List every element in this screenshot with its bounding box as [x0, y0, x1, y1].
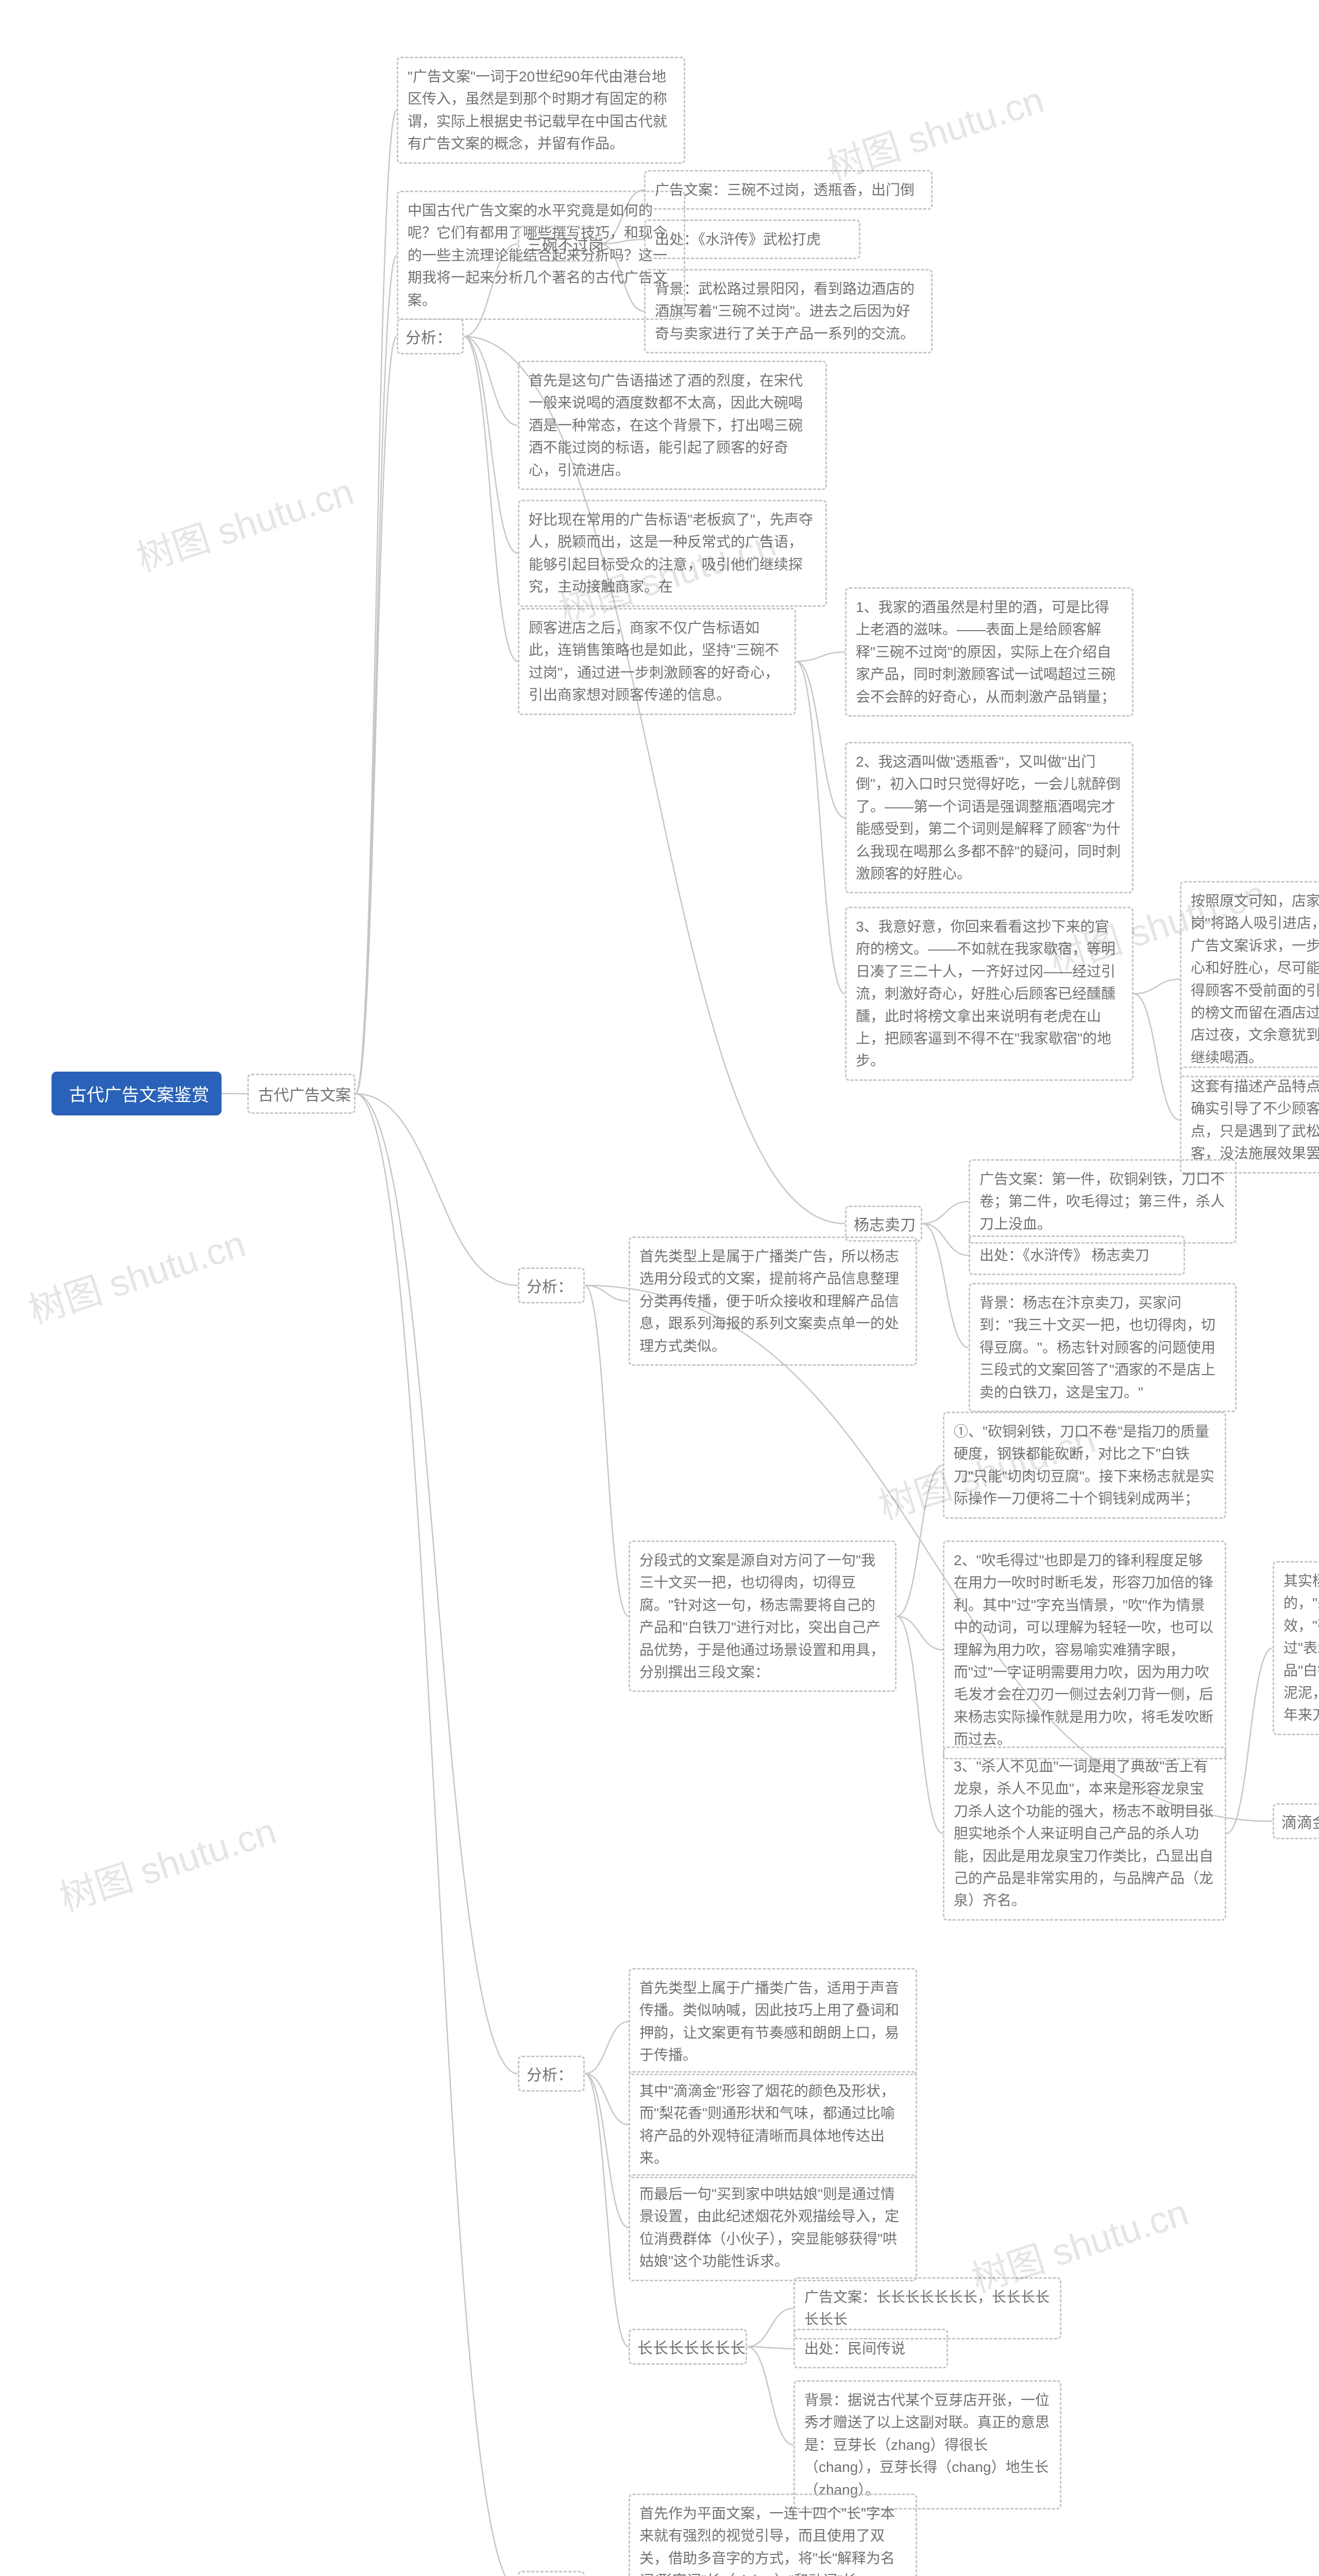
node-sb: 三碗不过岗	[518, 226, 600, 262]
edge-gk-gk2	[796, 662, 845, 818]
node-cc: 长长长长长长长	[629, 2329, 747, 2365]
edge-cc-cc3	[747, 2347, 793, 2445]
node-root: 古代广告文案鉴赏	[52, 1072, 222, 1115]
node-a3a: 首先类型上属于广播类广告，适用于声音传播。类似呐喊，因此技巧上用了叠词和押韵，让…	[629, 1968, 917, 2075]
edge-a3-a3a	[585, 2022, 629, 2074]
node-a3: 分析：	[518, 2056, 585, 2092]
watermark: 树图 shutu.cn	[129, 461, 359, 582]
node-yz3: 背景：杨志在汴京卖刀，买家问到："我三十文买一把，也切得肉，切得豆腐。"。杨志针…	[969, 1283, 1237, 1412]
edge-fd3-fd3a	[1226, 1648, 1273, 1834]
node-cc3: 背景：据说古代某个豆芽店开张，一位秀才赠送了以上这副对联。真正的意思是：豆芽长（…	[793, 2380, 1061, 2510]
edge-yz-yz1	[922, 1201, 969, 1224]
node-yz2: 出处：《水浒传》 杨志卖刀	[969, 1235, 1185, 1275]
edge-fd-fd2	[897, 1616, 943, 1650]
edge-gk3-gk3b	[1134, 994, 1180, 1120]
node-gk1: 1、我家的酒虽然是村里的酒，可是比得上老酒的滋味。——表面上是给顾客解释"三碗不…	[845, 587, 1134, 717]
node-a4: 分析：	[518, 2571, 585, 2576]
node-sb4: 首先是这句广告语描述了酒的烈度，在宋代一般来说喝的酒度数都不太高，因此大碗喝酒是…	[518, 361, 827, 490]
node-sb3: 背景：武松路过景阳冈，看到路边酒店的酒旗写着"三碗不过岗"。进去之后因为好奇与卖…	[644, 269, 933, 353]
edge-a1-sb5	[464, 336, 518, 553]
edge-a1-gk	[464, 336, 518, 662]
node-sb1: 广告文案：三碗不过岗，透瓶香，出门倒	[644, 170, 933, 210]
edge-a2-fd	[585, 1285, 629, 1616]
node-a1: 分析：	[397, 318, 464, 354]
node-fd: 分段式的文案是源自对方问了一句"我三十文买一把，也切得肉，切得豆腐。"针对这一句…	[629, 1540, 897, 1692]
node-sb2: 出处：《水浒传》武松打虎	[644, 219, 860, 259]
edge-gk3-gk3a	[1134, 979, 1180, 994]
node-fd2: 2、"吹毛得过"也即是刀的锋利程度足够在用力一吹时时断毛发，形容刀加倍的锋利。其…	[943, 1540, 1226, 1759]
node-i1: "广告文案"一词于20世纪90年代由港台地区传入，虽然是到那个时期才有固定的称谓…	[397, 57, 685, 164]
node-cc2: 出处：民间传说	[793, 2329, 948, 2368]
node-a3b: 其中"滴滴金"形容了烟花的颜色及形状，而"梨花香"则通形状和气味，都通过比喻将产…	[629, 2071, 917, 2178]
edge-yz-yz3	[922, 1224, 969, 1347]
node-fd1: ①、"砍铜剁铁，刀口不卷"是指刀的质量硬度，钢铁都能砍断，对比之下"白铁刀"只能…	[943, 1412, 1226, 1519]
edge-a3-a3c	[585, 2074, 629, 2228]
edge-hub-a1	[356, 336, 397, 1094]
edge-fd-fd3	[897, 1616, 943, 1834]
edge-hub-i1	[356, 110, 397, 1094]
watermark: 树图 shutu.cn	[21, 1213, 251, 1334]
node-a4a: 首先作为平面文案，一连十四个"长"字本来就有强烈的视觉引导，而且使用了双关，借助…	[629, 2494, 917, 2576]
node-gk3a: 按照原文可知，店家是从"三碗不过岗"将路人吸引进店，然后通过后续的广告文案诉求，…	[1180, 881, 1319, 1077]
edge-cc-cc1	[747, 2308, 793, 2347]
edge-a3-cc	[585, 2074, 629, 2347]
node-hub: 古代广告文案	[247, 1074, 356, 1114]
edge-hub-i2	[356, 255, 397, 1094]
node-a2a: 首先类型上是属于广播类广告，所以杨志选用分段式的文案，提前将产品信息整理分类再传…	[629, 1236, 917, 1366]
node-a2: 分析：	[518, 1267, 585, 1303]
node-gk: 顾客进店之后，商家不仅广告标语如此，连销售策略也是如此，坚持"三碗不过岗"，通过…	[518, 608, 796, 715]
node-fd3: 3、"杀人不见血"一词是用了典故"舌上有龙泉，杀人不见血"，本来是形容龙泉宝刀杀…	[943, 1747, 1226, 1921]
edge-fd-fd1	[897, 1465, 943, 1616]
edge-a2-a2a	[585, 1285, 629, 1301]
watermark: 树图 shutu.cn	[52, 1801, 282, 1922]
node-a3c: 而最后一句"买到家中哄姑娘"则是通过情景设置，由此纪述烟花外观描绘导入，定位消费…	[629, 2174, 917, 2281]
node-fd3a: 其实杨志这段文案是符合USP理论的，"杀人刀上没血"是产品的特殊功效，"砍铜剁铁…	[1273, 1561, 1319, 1735]
node-sb5: 好比现在常用的广告标语"老板疯了"，先声夺人，脱颖而出，这是一种反常式的广告语，…	[518, 500, 827, 607]
edge-cc-cc2	[747, 2347, 793, 2349]
node-gk3: 3、我意好意，你回来看看这抄下来的官府的榜文。——不如就在我家歇宿，等明日凑了三…	[845, 907, 1134, 1081]
edge-gk-gk1	[796, 652, 845, 661]
node-gk3b: 这套有描述产品特点，引流的广告标语确实引导了不少顾客，文中也提到这一点，只是遇到…	[1180, 1066, 1319, 1174]
node-yz1: 广告文案：第一件，砍铜剁铁，刀口不卷；第二件，吹毛得过；第三件，杀人刀上没血。	[969, 1159, 1237, 1244]
node-dl: 滴滴金	[1273, 1803, 1319, 1839]
edge-hub-a2	[356, 1094, 518, 1285]
edge-a1-sb4	[464, 336, 518, 425]
edge-gk-gk3	[796, 662, 845, 994]
edge-hub-a3	[356, 1094, 518, 2074]
node-gk2: 2、我这酒叫做"透瓶香"，又叫做"出门倒"，初入口时只觉得好吃，一会儿就醉倒了。…	[845, 742, 1134, 893]
edge-hub-a4	[356, 1094, 518, 2576]
edge-yz-yz2	[922, 1224, 969, 1256]
edge-a3-a3b	[585, 2074, 629, 2125]
